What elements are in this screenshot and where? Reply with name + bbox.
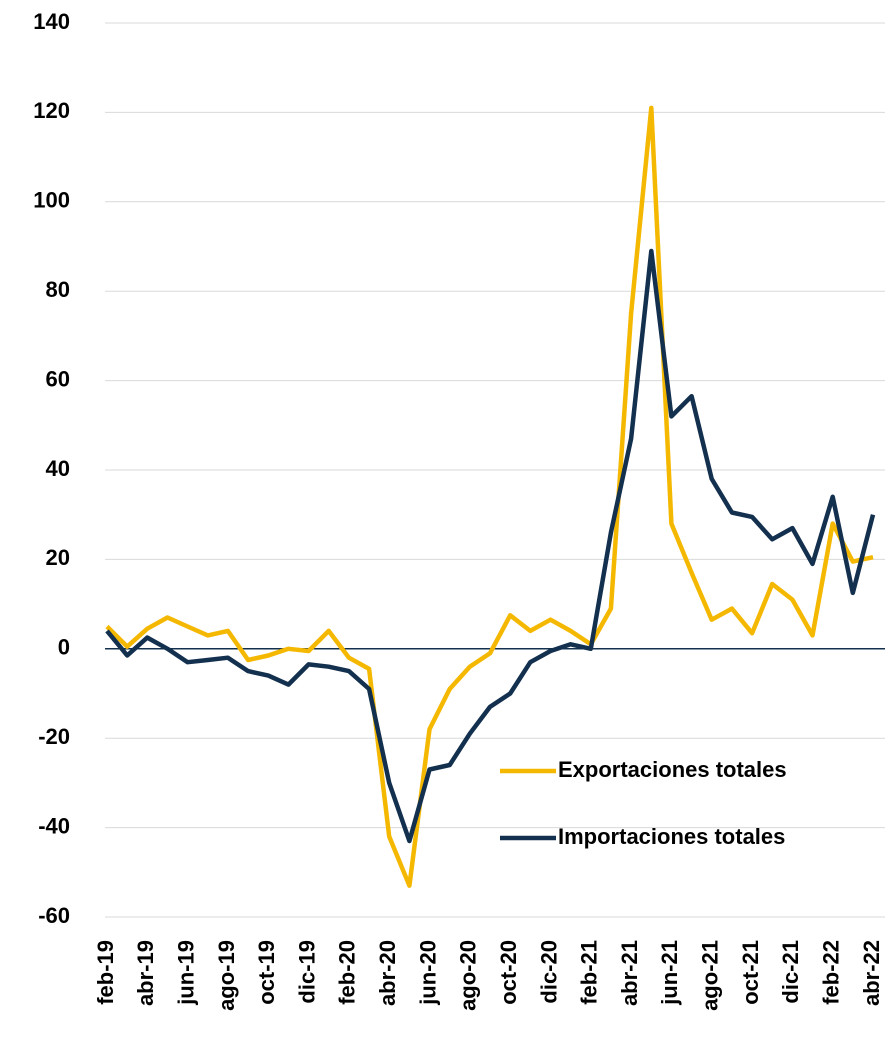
x-tick-label: feb-21 [577, 940, 602, 1005]
x-tick-label: abr-21 [617, 940, 642, 1006]
x-tick-label: abr-22 [859, 940, 884, 1006]
y-tick-label: 0 [58, 635, 70, 660]
y-tick-label: 20 [46, 545, 70, 570]
x-tick-label: jun-20 [415, 940, 440, 1006]
y-tick-label: 60 [46, 366, 70, 391]
x-tick-label: dic-20 [536, 940, 561, 1004]
x-tick-label: abr-20 [375, 940, 400, 1006]
x-tick-label: jun-21 [657, 940, 682, 1006]
x-tick-label: jun-19 [173, 940, 198, 1006]
y-tick-label: 100 [33, 188, 70, 213]
x-tick-label: feb-22 [818, 940, 843, 1005]
y-tick-label: 120 [33, 98, 70, 123]
x-tick-label: oct-20 [496, 940, 521, 1005]
x-tick-label: ago-19 [214, 940, 239, 1011]
x-tick-label: dic-19 [294, 940, 319, 1004]
x-tick-label: abr-19 [133, 940, 158, 1006]
x-tick-label: oct-19 [254, 940, 279, 1005]
legend-label: Exportaciones totales [558, 757, 787, 782]
y-tick-label: 140 [33, 9, 70, 34]
y-tick-label: -20 [38, 724, 70, 749]
legend-label: Importaciones totales [558, 824, 785, 849]
x-tick-label: ago-20 [456, 940, 481, 1011]
series-line [105, 248, 876, 844]
x-tick-label: oct-21 [738, 940, 763, 1005]
y-tick-label: -40 [38, 813, 70, 838]
y-tick-label: 40 [46, 456, 70, 481]
x-tick-label: feb-20 [335, 940, 360, 1005]
y-tick-label: 80 [46, 277, 70, 302]
x-tick-label: ago-21 [698, 940, 723, 1011]
x-tick-label: dic-21 [778, 940, 803, 1004]
y-tick-label: -60 [38, 903, 70, 928]
series-line [105, 105, 874, 888]
x-tick-label: feb-19 [93, 940, 118, 1005]
